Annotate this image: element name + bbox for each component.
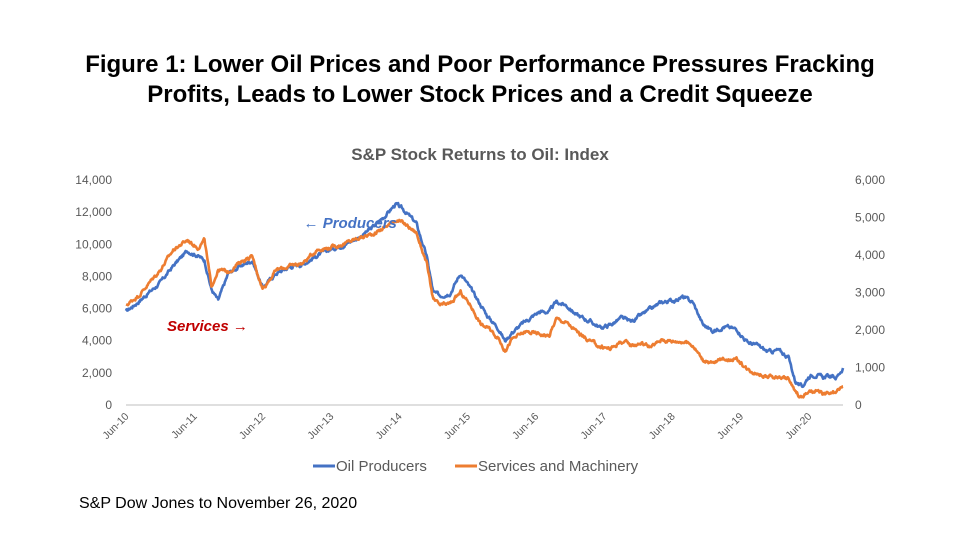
y-right-tick-label: 6,000: [855, 173, 885, 187]
x-tick-label: Jun-11: [169, 411, 200, 442]
y-right-tick-label: 2,000: [855, 323, 885, 337]
x-axis: Jun-10 Jun-11 Jun-12 Jun-13 Jun-14 Jun-15 Jun-…: [100, 404, 843, 442]
y-right-tick-label: 3,000: [855, 286, 885, 300]
legend-label: Oil Producers: [336, 458, 427, 475]
annotation-producers: ← Producers: [304, 215, 397, 232]
x-tick-label: Jun-14: [373, 411, 404, 442]
annotation-services: Services →: [167, 318, 248, 335]
y-left-tick-label: 0: [105, 398, 112, 412]
x-tick-label: Jun-16: [510, 411, 541, 442]
annotation-layer: ← Producers Services →: [167, 215, 397, 335]
x-tick-label: Jun-20: [783, 411, 814, 442]
x-tick-label: Jun-12: [237, 411, 268, 442]
x-tick-label: Jun-18: [647, 411, 678, 442]
y-right-tick-label: 5,000: [855, 211, 885, 225]
y-left-tick-label: 12,000: [75, 205, 112, 219]
y-right-tick-label: 4,000: [855, 248, 885, 262]
x-tick-label: Jun-13: [305, 411, 336, 442]
figure-title-line-1: Figure 1: Lower Oil Prices and Poor Perf…: [85, 51, 875, 78]
y-left-tick-label: 14,000: [75, 173, 112, 187]
series-line-services-machinery: [125, 218, 844, 399]
x-tick-label: Jun-10: [100, 411, 131, 442]
y-right-tick-label: 1,000: [855, 361, 885, 375]
y-left-tick-label: 4,000: [82, 334, 112, 348]
x-tick-label: Jun-19: [715, 411, 746, 442]
figure-title-line-2: Profits, Leads to Lower Stock Prices and…: [147, 81, 813, 108]
y-left-tick-label: 6,000: [82, 302, 112, 316]
x-tick-label: Jun-17: [578, 411, 609, 442]
x-tick-label: Jun-15: [442, 411, 473, 442]
figure-title: Figure 1: Lower Oil Prices and Poor Perf…: [0, 50, 960, 110]
series-layer: [124, 201, 845, 399]
y-axis-left: 0 2,000 4,000 6,000 8,000 10,000 12,000 14,000: [75, 173, 112, 412]
y-left-tick-label: 8,000: [82, 269, 112, 283]
y-left-tick-label: 10,000: [75, 237, 112, 251]
y-axis-right: 0 1,000 2,000 3,000 4,000 5,000 6,000: [855, 173, 885, 412]
legend-label: Services and Machinery: [478, 458, 639, 475]
chart-title: S&P Stock Returns to Oil: Index: [351, 145, 609, 164]
legend: Oil Producers Services and Machinery: [313, 458, 639, 475]
y-left-tick-label: 2,000: [82, 366, 112, 380]
series-line-oil-producers: [124, 201, 845, 389]
source-note: S&P Dow Jones to November 26, 2020: [79, 495, 358, 512]
y-right-tick-label: 0: [855, 398, 862, 412]
